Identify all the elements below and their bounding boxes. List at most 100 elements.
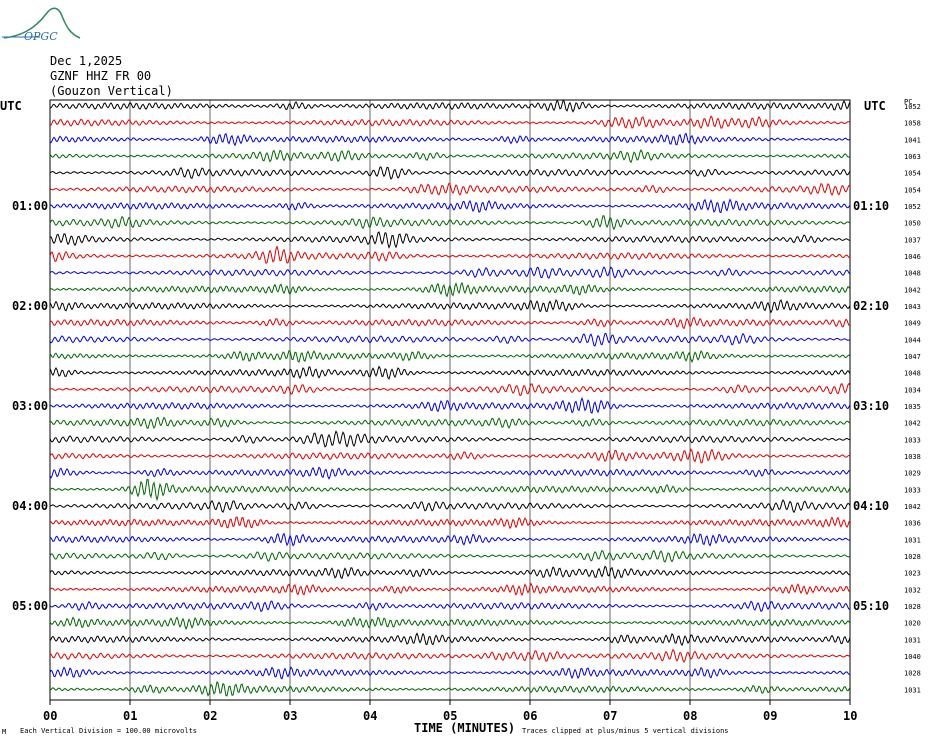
trace-row-20 (49, 430, 851, 448)
row-value-1: 1058 (904, 120, 921, 128)
trace-row-26 (49, 532, 851, 547)
x-tick-label-07: 07 (603, 709, 617, 723)
x-tick-label-03: 03 (283, 709, 297, 723)
x-tick-label-04: 04 (363, 709, 377, 723)
x-tick-label-08: 08 (683, 709, 697, 723)
trace-row-34 (49, 666, 851, 680)
clip-note: Traces clipped at plus/minus 5 vertical … (522, 727, 729, 735)
corner-mark: M (2, 728, 6, 736)
trace-row-28 (49, 565, 851, 580)
row-value-17: 1034 (904, 386, 921, 394)
right-time-label-4: 05:10 (853, 599, 889, 613)
row-value-30: 1028 (904, 603, 921, 611)
trace-row-18 (49, 396, 851, 414)
right-time-label-1: 02:10 (853, 299, 889, 313)
row-value-22: 1029 (904, 470, 921, 478)
row-value-14: 1044 (904, 336, 921, 344)
trace-group (49, 99, 851, 697)
left-time-label-0: 01:00 (12, 199, 48, 213)
trace-row-3 (49, 149, 851, 164)
right-time-labels: 01:10 02:10 03:10 04:10 05:10 (853, 199, 889, 613)
chart-date: Dec 1,2025 (50, 54, 122, 68)
trace-row-17 (49, 382, 851, 397)
trace-row-4 (49, 166, 851, 180)
trace-row-31 (49, 616, 851, 631)
left-time-label-1: 02:00 (12, 299, 48, 313)
row-value-2: 1041 (904, 136, 921, 144)
row-value-27: 1028 (904, 553, 921, 561)
row-value-20: 1033 (904, 436, 921, 444)
plot-grid (49, 99, 851, 701)
left-time-label-2: 03:00 (12, 399, 48, 413)
x-tick-label-06: 06 (523, 709, 537, 723)
trace-row-15 (49, 350, 851, 363)
trace-row-30 (49, 600, 851, 613)
row-value-32: 1031 (904, 636, 921, 644)
trace-row-7 (49, 215, 851, 231)
right-utc-label: UTC (864, 99, 886, 113)
row-value-5: 1054 (904, 186, 921, 194)
row-value-0: 1052 (904, 103, 921, 111)
x-tick-label-01: 01 (123, 709, 137, 723)
trace-row-33 (49, 648, 851, 664)
row-value-18: 1035 (904, 403, 921, 411)
row-value-10: 1048 (904, 270, 921, 278)
row-value-35: 1031 (904, 686, 921, 694)
row-value-29: 1032 (904, 586, 921, 594)
trace-row-6 (49, 198, 851, 213)
trace-row-23 (49, 478, 851, 502)
trace-row-21 (49, 448, 851, 464)
x-tick-label-05: 05 (443, 709, 457, 723)
right-time-label-0: 01:10 (853, 199, 889, 213)
trace-row-22 (49, 466, 851, 480)
x-tick-label-00: 00 (43, 709, 57, 723)
trace-row-10 (49, 266, 851, 279)
trace-row-35 (49, 681, 851, 697)
logo-text: OPGC (24, 30, 58, 43)
row-value-25: 1036 (904, 520, 921, 528)
x-tick-label-09: 09 (763, 709, 777, 723)
row-value-21: 1038 (904, 453, 921, 461)
trace-row-9 (49, 245, 851, 264)
row-value-19: 1042 (904, 420, 921, 428)
trace-row-12 (49, 299, 851, 314)
scale-note: Each Vertical Division = 100.00 microvol… (20, 727, 197, 735)
row-value-15: 1047 (904, 353, 921, 361)
row-value-11: 1042 (904, 286, 921, 294)
trace-row-24 (49, 499, 851, 514)
row-value-33: 1040 (904, 653, 921, 661)
logo-curve-icon (3, 7, 81, 39)
trace-row-27 (49, 549, 851, 563)
row-value-16: 1048 (904, 370, 921, 378)
row-value-26: 1031 (904, 536, 921, 544)
trace-row-1 (49, 115, 851, 130)
row-value-7: 1050 (904, 220, 921, 228)
trace-row-13 (49, 316, 851, 330)
trace-row-5 (49, 182, 851, 196)
left-time-label-3: 04:00 (12, 499, 48, 513)
trace-row-25 (49, 516, 851, 530)
trace-row-16 (49, 365, 851, 380)
station-code: GZNF HHZ FR 00 (50, 69, 151, 83)
row-value-31: 1020 (904, 620, 921, 628)
x-axis-ticks: 00 01 02 03 04 05 06 07 08 09 10 (43, 700, 857, 723)
row-value-6: 1052 (904, 203, 921, 211)
station-name: (Gouzon Vertical) (50, 84, 173, 98)
trace-row-32 (49, 632, 851, 647)
trace-row-11 (49, 281, 851, 298)
left-utc-label: UTC (0, 99, 22, 113)
trace-row-14 (49, 332, 851, 347)
opgc-logo: OPGC (2, 7, 81, 43)
right-time-label-2: 03:10 (853, 399, 889, 413)
row-value-8: 1037 (904, 236, 921, 244)
row-value-34: 1028 (904, 670, 921, 678)
trace-row-8 (49, 231, 851, 249)
row-value-23: 1033 (904, 486, 921, 494)
row-value-13: 1049 (904, 320, 921, 328)
row-value-12: 1043 (904, 303, 921, 311)
trace-row-19 (49, 416, 851, 429)
x-tick-label-02: 02 (203, 709, 217, 723)
left-time-label-4: 05:00 (12, 599, 48, 613)
row-value-9: 1046 (904, 253, 921, 261)
